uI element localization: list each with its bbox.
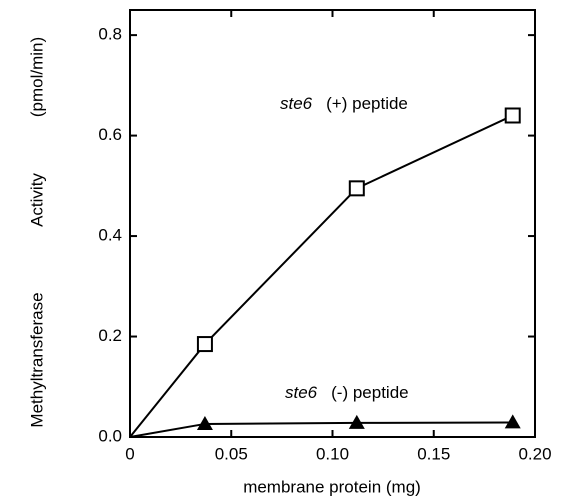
x-tick-label: 0 [125, 444, 134, 463]
annotation-gene: ste6 [280, 94, 313, 113]
y-tick-label: 0.6 [98, 125, 122, 144]
marker [348, 180, 365, 197]
y-axis-label-part: (pmol/min) [27, 37, 46, 117]
plot-frame [129, 9, 536, 438]
annotation-text: (+) peptide [326, 94, 408, 113]
marker [196, 336, 213, 353]
marker [504, 107, 521, 124]
series-line [129, 421, 513, 438]
annotation: ste6 (-) peptide [285, 383, 409, 402]
y-axis-label-part: Activity [27, 173, 46, 227]
x-tick-label: 0.05 [215, 444, 248, 463]
marker [196, 415, 213, 430]
y-axis-label-part: Methyltransferase [27, 292, 46, 427]
annotation: ste6 (+) peptide [280, 94, 408, 113]
x-axis-label: membrane protein (mg) [243, 477, 421, 496]
marker [504, 414, 521, 429]
y-tick-label: 0.8 [98, 25, 122, 44]
series-line [129, 114, 514, 438]
y-tick-label: 0.0 [98, 426, 122, 445]
annotation-text: (-) peptide [331, 383, 408, 402]
y-tick-label: 0.2 [98, 326, 122, 345]
x-tick-label: 0.20 [518, 444, 551, 463]
y-axis-label: Methyltransferase Activity (pmol/min) [27, 37, 46, 428]
y-tick-label: 0.4 [98, 226, 122, 245]
annotation-gene: ste6 [285, 383, 318, 402]
x-tick-label: 0.10 [316, 444, 349, 463]
x-tick-label: 0.15 [417, 444, 450, 463]
marker [348, 414, 365, 429]
